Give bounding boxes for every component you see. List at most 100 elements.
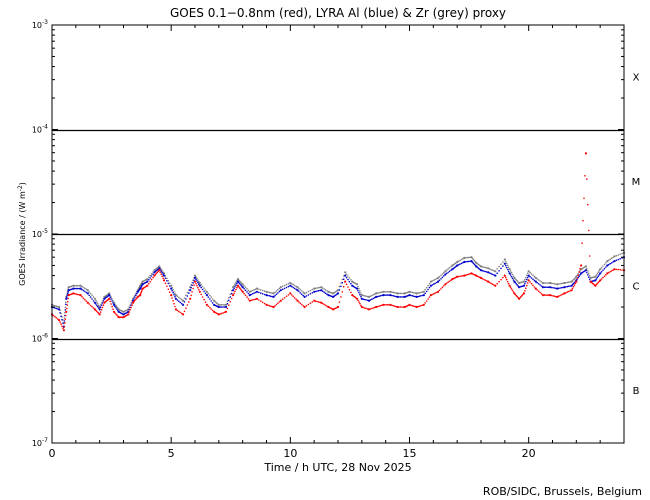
goes-dot [581, 242, 583, 244]
lyra_zr-dot [516, 280, 518, 282]
goes-point [487, 280, 490, 283]
lyra_zr-dot [530, 273, 533, 275]
goes-dot [323, 303, 326, 306]
lyra_al-point [224, 305, 228, 309]
lyra_zr-dot [473, 259, 476, 262]
lyra_zr-dot [197, 279, 199, 281]
lyra_al-point [479, 269, 483, 272]
goes-dot [605, 274, 607, 276]
lyra_al-dot [543, 286, 546, 289]
lyra_zr-dot [228, 297, 230, 299]
lyra_al-dot [595, 278, 598, 280]
lyra_al-dot [243, 287, 245, 290]
goes-dot [573, 284, 576, 286]
lyra_zr-dot [506, 264, 509, 267]
lyra_al-dot [345, 276, 348, 279]
goes-dot [64, 318, 67, 321]
lyra_zr-dot [201, 285, 204, 288]
goes-dot [391, 304, 393, 307]
lyra_zr-point [408, 290, 411, 293]
goes-point [375, 305, 378, 309]
lyra_zr-dot [96, 301, 98, 303]
goes-point [158, 269, 161, 272]
lyra_zr-dot [167, 280, 170, 282]
lyra_zr-dot [311, 288, 314, 291]
lyra_zr-dot [65, 301, 67, 304]
lyra_zr-dot [472, 258, 475, 261]
goes-dot [287, 294, 290, 296]
lyra_al-dot [136, 292, 138, 295]
lyra_al-dot [340, 285, 342, 288]
lyra_zr-dot [95, 299, 97, 302]
lyra_al-dot [526, 278, 528, 281]
lyra_zr-dot [219, 304, 222, 306]
lyra_zr-dot [539, 280, 541, 282]
lyra_zr-dot [185, 294, 187, 297]
lyra_zr-dot [54, 304, 56, 307]
lyra_al-dot [65, 303, 67, 306]
lyra_al-dot [617, 258, 620, 261]
lyra_zr-point [503, 258, 506, 261]
lyra_al-dot [578, 275, 580, 278]
lyra_al-dot [420, 295, 422, 297]
lyra_zr-dot [555, 283, 557, 285]
goes-point [174, 308, 177, 311]
lyra_al-dot [586, 271, 588, 274]
lyra_zr-dot [302, 291, 305, 294]
lyra_al-dot [161, 271, 163, 274]
lyra_al-point [217, 305, 220, 309]
lyra_zr-point [193, 274, 197, 277]
goes-dot [393, 305, 396, 308]
goes-dot [268, 304, 271, 307]
goes-dot [586, 178, 588, 180]
lyra_zr-dot [305, 291, 308, 294]
goes-dot [54, 315, 56, 318]
goes-dot [567, 290, 570, 293]
lyra_al-dot [222, 306, 224, 308]
lyra_zr-dot [491, 269, 494, 271]
lyra_zr-dot [514, 278, 517, 280]
lyra_zr-dot [447, 268, 449, 270]
lyra_zr-dot [526, 274, 528, 277]
lyra_al-dot [441, 276, 444, 279]
lyra_al-dot [75, 287, 78, 290]
lyra_al-dot [191, 284, 193, 287]
lyra_zr-point [248, 290, 251, 293]
lyra_zr-dot [203, 287, 205, 290]
goes-dot [88, 303, 90, 305]
lyra_zr-point [86, 289, 89, 292]
lyra_zr-dot [172, 288, 174, 291]
lyra_zr-point [522, 280, 526, 283]
goes-point [320, 301, 323, 304]
lyra_al-dot [433, 283, 435, 285]
goes-dot [569, 290, 571, 292]
goes-point [272, 305, 275, 309]
goes-point [549, 294, 552, 297]
lyra_al-dot [234, 286, 236, 288]
goes-point [344, 280, 347, 283]
lyra_al-point [248, 294, 251, 297]
lyra_al-dot [500, 267, 502, 270]
goes-dot [552, 295, 554, 297]
lyra_al-dot [565, 286, 567, 288]
lyra_al-dot [292, 286, 295, 289]
goes-dot [340, 296, 342, 298]
goes-dot [91, 305, 93, 308]
goes-dot [100, 308, 103, 311]
lyra_zr-dot [379, 291, 382, 294]
goes-dot [488, 281, 491, 284]
goes-point [563, 292, 566, 295]
goes-point [265, 303, 268, 306]
goes-point [58, 319, 61, 322]
lyra_al-point [198, 284, 201, 287]
goes-dot [543, 294, 546, 296]
lyra_zr-dot [392, 291, 395, 294]
goes-point [182, 313, 185, 316]
goes-dot [378, 305, 380, 308]
goes-dot [519, 296, 521, 299]
flare-threshold-lines [52, 129, 624, 341]
lyra_zr-point [289, 281, 292, 285]
lyra_al-dot [514, 281, 517, 284]
goes-point [289, 292, 292, 295]
goes-dot [603, 275, 606, 278]
